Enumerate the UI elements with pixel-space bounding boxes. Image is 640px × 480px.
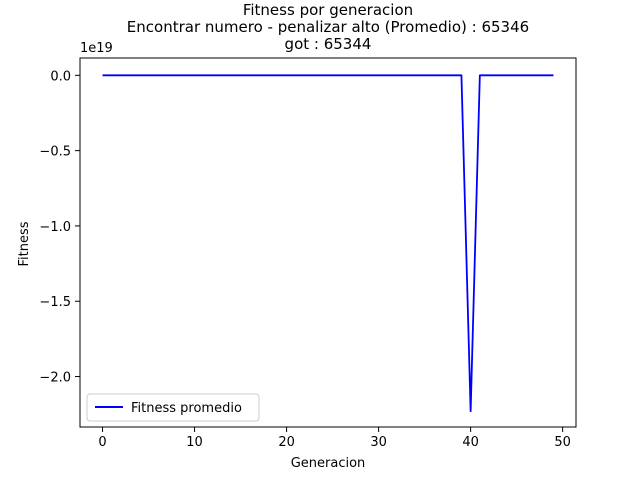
chart-title-line-3: got : 65344 bbox=[285, 35, 372, 53]
y-tick-label: 0.0 bbox=[50, 69, 71, 84]
x-axis-label: Generacion bbox=[291, 456, 366, 471]
y-tick-label: −2.0 bbox=[39, 371, 71, 386]
legend-box bbox=[86, 393, 260, 422]
x-tick-label: 0 bbox=[98, 435, 106, 450]
x-tick-label: 10 bbox=[186, 435, 203, 450]
series-layer bbox=[102, 74, 554, 413]
legend-label: Fitness promedio bbox=[131, 401, 242, 416]
y-axis-label: Fitness bbox=[17, 221, 32, 266]
x-tick-label: 20 bbox=[278, 435, 295, 450]
y-scale-label: 1e19 bbox=[80, 41, 113, 56]
chart-title-line-1: Fitness por generacion bbox=[243, 1, 413, 19]
x-tick-label: 50 bbox=[554, 435, 571, 450]
y-tick-label: −0.5 bbox=[39, 145, 71, 160]
y-axis-ticks: 0.0 −0.5 −1.0 −1.5 −2.0 bbox=[39, 69, 80, 386]
x-axis-ticks: 0 10 20 30 40 50 bbox=[98, 427, 571, 450]
plot-frame bbox=[79, 57, 577, 428]
legend: Fitness promedio bbox=[86, 393, 260, 422]
series-line-fitness-promedio bbox=[102, 74, 554, 413]
y-tick-label: −1.0 bbox=[39, 220, 71, 235]
plot-area bbox=[79, 57, 577, 428]
y-tick-label: −1.5 bbox=[39, 295, 71, 310]
x-tick-label: 40 bbox=[462, 435, 479, 450]
chart-title-line-2: Encontrar numero - penalizar alto (Prome… bbox=[127, 18, 529, 36]
x-tick-label: 30 bbox=[370, 435, 387, 450]
